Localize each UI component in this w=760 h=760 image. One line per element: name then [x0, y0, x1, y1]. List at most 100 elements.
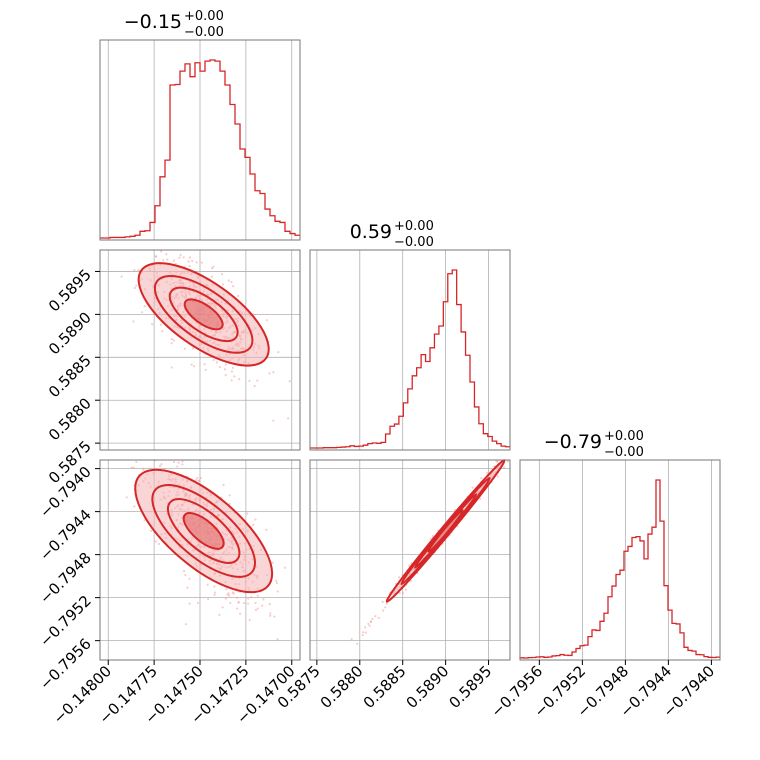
scatter-point — [178, 256, 181, 259]
scatter-point — [160, 250, 163, 253]
density-contour — [153, 274, 254, 354]
scatter-point — [381, 600, 384, 603]
scatter-point — [212, 265, 215, 268]
y-tick-label: 0.5890 — [45, 308, 95, 358]
scatter-point — [158, 464, 162, 468]
density-contour — [427, 509, 464, 553]
scatter-point — [155, 255, 158, 258]
scatter-point — [228, 594, 231, 597]
scatter-point — [269, 612, 272, 615]
scatter-1-2 — [99, 249, 301, 451]
scatter-point — [248, 379, 251, 383]
scatter-point — [233, 375, 236, 378]
scatter-point — [229, 601, 232, 605]
histogram-3-steps — [519, 479, 720, 659]
scatter-point — [191, 259, 194, 263]
scatter-point — [256, 379, 259, 382]
scatter-point — [142, 467, 145, 470]
scatter-point — [224, 373, 227, 377]
scatter-point — [262, 598, 265, 601]
scatter-point — [227, 279, 230, 282]
scatter-point — [221, 283, 224, 286]
scatter-point — [151, 323, 154, 326]
scatter-point — [182, 569, 186, 573]
scatter-point — [197, 479, 200, 482]
scatter-point — [140, 311, 144, 314]
scatter-point — [172, 339, 175, 342]
scatter-point — [247, 597, 250, 600]
scatter-point — [382, 609, 385, 612]
scatter-point — [480, 477, 483, 480]
scatter-point — [288, 380, 291, 383]
scatter-point — [183, 347, 186, 350]
scatter-point — [231, 285, 235, 288]
scatter-point — [252, 523, 255, 526]
scatter-point — [283, 566, 287, 569]
scatter-point — [195, 478, 198, 482]
scatter-point — [125, 496, 128, 499]
scatter-point — [192, 365, 196, 368]
scatter-point — [212, 358, 215, 362]
scatter-point — [213, 591, 216, 594]
scatter-point — [224, 363, 228, 366]
histogram-2-title: 0.59 — [350, 221, 392, 243]
scatter-point — [369, 620, 373, 623]
scatter-point — [143, 305, 146, 308]
scatter-point — [256, 594, 259, 597]
scatter-point — [182, 256, 185, 259]
scatter-point — [213, 593, 216, 597]
y-tick-label: 0.5895 — [45, 266, 95, 316]
scatter-point — [215, 361, 218, 364]
histogram-2-steps — [310, 269, 510, 449]
density-contour — [151, 484, 257, 578]
scatter-point — [377, 616, 380, 619]
scatter-point — [228, 494, 231, 497]
scatter-point — [238, 612, 242, 615]
scatter-point — [211, 267, 214, 270]
scatter-point — [367, 622, 370, 626]
scatter-point — [230, 280, 233, 284]
histogram-2-title-lower: −0.00 — [394, 235, 434, 250]
scatter-point — [268, 603, 271, 606]
density-contour — [168, 286, 239, 343]
scatter-point — [172, 460, 176, 464]
scatter-point — [177, 461, 180, 464]
histogram-1 — [99, 39, 301, 241]
scatter-point — [213, 585, 216, 588]
histogram-1-title: −0.15 — [124, 11, 182, 33]
panel-background — [520, 460, 720, 660]
y-tick-label: 0.5885 — [45, 351, 95, 401]
scatter-point — [157, 542, 161, 545]
scatter-point — [137, 269, 140, 272]
scatter-point — [374, 615, 377, 618]
scatter-point — [188, 256, 192, 259]
scatter-point — [188, 577, 191, 580]
scatter-point — [220, 273, 224, 276]
x-tick-label: 0.5895 — [446, 662, 496, 712]
scatter-point — [496, 460, 499, 463]
scatter-point — [401, 591, 405, 595]
histogram-1-title-lower: −0.00 — [184, 25, 224, 40]
scatter-point — [272, 371, 275, 374]
scatter-point — [232, 592, 235, 595]
scatter-point — [135, 284, 138, 287]
scatter-point — [254, 518, 257, 521]
scatter-point — [254, 608, 258, 611]
scatter-point — [170, 342, 173, 345]
scatter-point — [237, 294, 240, 298]
scatter-point — [246, 512, 249, 515]
panel-frame — [309, 459, 511, 661]
scatter-point — [404, 588, 408, 591]
scatter-point — [161, 329, 164, 333]
scatter-1-3 — [99, 459, 301, 661]
scatter-point — [132, 320, 135, 323]
scatter-point — [479, 497, 482, 500]
scatter-point — [276, 638, 279, 641]
scatter-point — [222, 483, 225, 486]
scatter-point — [191, 347, 195, 350]
panel-frame — [99, 249, 301, 451]
scatter-point — [265, 319, 269, 322]
scatter-point — [228, 502, 231, 506]
scatter-point — [160, 463, 163, 466]
scatter-point — [268, 372, 271, 375]
